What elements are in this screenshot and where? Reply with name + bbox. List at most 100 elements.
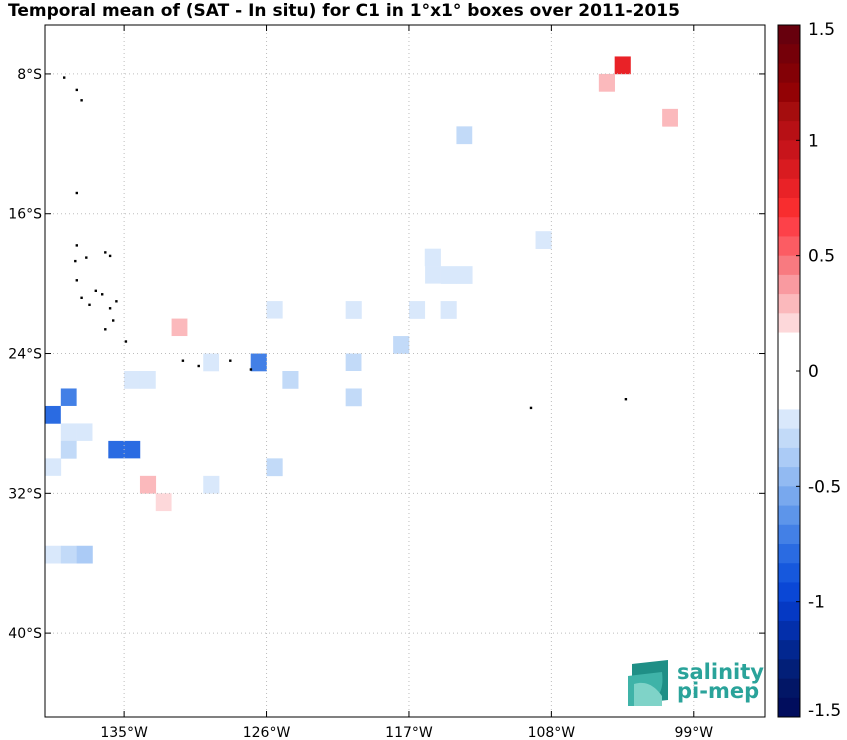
heatmap-cell-52 [345,266,362,284]
colorbar-segment-26 [778,524,800,545]
colorbar-segment-0 [778,25,800,45]
heatmap-cell-103 [60,388,77,407]
heatmap-cell-34 [567,213,584,232]
heatmap-cell-29 [456,213,473,232]
colorbar-segment-30 [778,601,800,622]
heatmap-cell-98 [124,371,141,389]
heatmap-cell-120 [76,440,93,459]
heatmap-cell-47 [456,266,473,284]
heatmap-cell-28 [393,196,410,215]
heatmap-cell-123 [124,440,141,459]
heatmap-cell-65 [329,301,346,319]
colorbar-segment-23 [778,467,800,487]
heatmap-cell-8 [298,56,315,75]
land-dot-19 [181,359,185,362]
heatmap-cell-63 [266,301,283,319]
heatmap-cell-73 [266,318,283,337]
land-dot-11 [94,289,97,292]
heatmap-cell-114 [76,423,93,442]
heatmap-cell-128 [108,458,125,477]
colorbar-tick-label-1: 1 [808,131,819,151]
heatmap-cell-106 [155,388,172,407]
heatmap-cell-116 [108,423,125,442]
heatmap-cell-81 [234,336,252,354]
land-dot-13 [115,300,118,303]
heatmap-cell-70 [171,318,188,337]
heatmap-cell-113 [60,423,77,442]
land-dot-17 [104,328,107,331]
heatmap-cell-42 [456,248,473,267]
heatmap-cell-35 [408,231,426,249]
heatmap-cell-72 [250,318,267,337]
colorbar-segment-5 [778,121,800,141]
heatmap-cell-132 [266,458,283,477]
colorbar-tick-label-0: 1.5 [808,20,835,40]
heatmap-cell-77 [139,336,157,354]
land-dot-24 [624,398,628,401]
heatmap-cell-49 [393,266,410,284]
land-dot-2 [80,99,83,102]
heatmap-cell-12 [266,73,283,92]
heatmap-cell-110 [60,405,77,424]
land-dot-5 [74,259,77,263]
colorbar-segment-33 [778,659,800,679]
land-dot-6 [85,256,88,259]
heatmap-cell-38 [329,231,346,249]
colorbar-segment-22 [778,447,800,468]
land-dot-18 [124,340,128,343]
y-tick-label-2: 24°S [8,347,42,363]
heatmap-cell-27 [614,161,631,180]
heatmap-cell-96 [76,371,93,389]
colorbar-segment-28 [778,563,800,583]
heatmap-cell-82 [250,336,267,354]
heatmap-cell-75 [314,318,331,337]
heatmap-cell-94 [345,353,362,372]
land-dot-8 [108,254,112,258]
heatmap-cell-133 [45,475,62,494]
land-dot-16 [112,319,115,322]
land-dot-4 [75,244,78,247]
colorbar-segment-16 [778,332,800,353]
heatmap-cell-111 [203,405,220,424]
heatmap-cell-51 [329,266,346,284]
heatmap-cell-99 [139,371,157,389]
heatmap-cell-93 [329,353,346,372]
land-dot-23 [529,406,533,410]
heatmap-cell-108 [345,388,362,407]
colorbar-segment-1 [778,44,800,64]
colorbar-segment-20 [778,409,800,430]
x-tick-label-1: 126°W [243,725,291,740]
y-tick-label-3: 32°S [8,486,42,502]
heatmap-cell-33 [551,213,568,232]
colorbar-tick-label-5: -1 [808,593,825,613]
colorbar-segment-25 [778,505,800,526]
colorbar-segment-18 [778,371,800,391]
heatmap-cell-71 [187,318,204,337]
colorbar-segment-35 [778,697,800,718]
colorbar-segment-13 [778,274,800,295]
colorbar-segment-14 [778,294,800,314]
colorbar-segment-21 [778,428,800,449]
x-axis: 135°W 126°W 117°W 108°W 99°W [100,25,713,740]
heatmap-cell-69 [440,301,457,319]
heatmap-cell-79 [203,336,220,354]
land-dot-9 [75,279,78,282]
heatmap-cell-126 [76,458,93,477]
colorbar-segment-3 [778,82,800,103]
heatmap-cell-142 [76,545,93,564]
wave-logo-icon [628,660,668,706]
heatmap-cell-45 [424,266,441,284]
chart-title: Temporal mean of (SAT - In situ) for C1 … [8,1,680,21]
heatmap-cell-64 [314,301,331,319]
heatmap-cell-86 [377,336,394,354]
heatmap-cell-61 [361,283,378,302]
heatmap-cell-125 [45,458,62,477]
heatmap-cell-137 [155,493,172,512]
colorbar-tick-label-2: 0.5 [808,247,835,267]
land-dot-22 [249,368,253,371]
colorbar-segment-10 [778,217,800,237]
heatmap-cell-130 [171,458,188,477]
grid-lines [45,25,765,717]
heatmap-cell-68 [408,301,426,319]
